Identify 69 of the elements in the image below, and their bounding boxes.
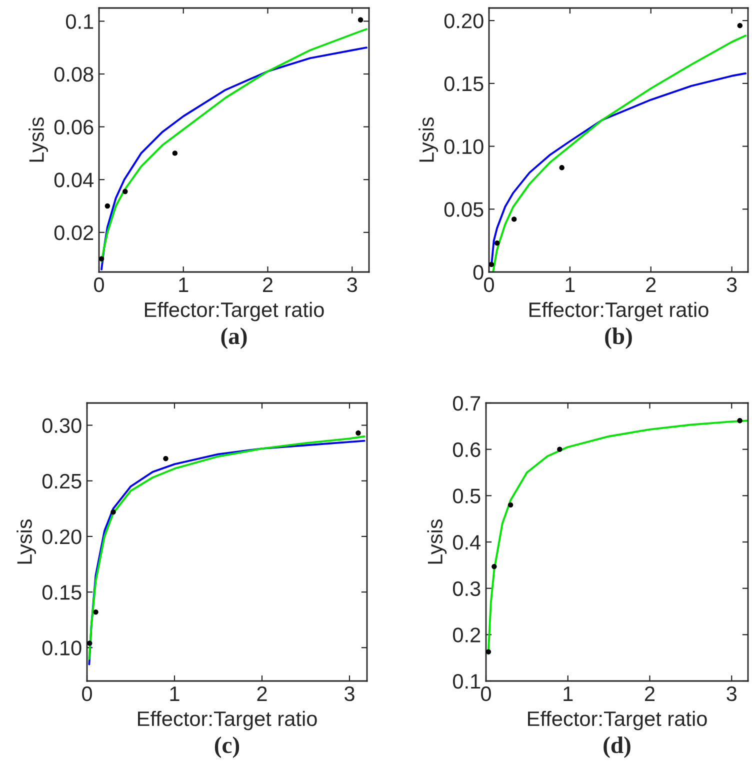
x-tick-label: 3	[726, 277, 737, 292]
point	[163, 456, 168, 462]
x-tick-label: 1	[566, 278, 575, 292]
y-tick-label: 0.02	[54, 225, 94, 240]
point	[486, 649, 492, 654]
y-tick-label: 0.1	[452, 674, 480, 689]
point	[492, 564, 497, 570]
x-tick-label: 3	[344, 686, 354, 702]
point	[489, 262, 494, 268]
x-tick-label: 2	[257, 686, 267, 701]
y-tick-label: 0.15	[444, 76, 484, 92]
x-tick-label: 1	[564, 686, 573, 701]
x-axis-title: Effector:Target ratio	[145, 302, 324, 322]
y-axis-title: Lysis	[28, 117, 48, 162]
y-tick-label: 0.1	[66, 14, 94, 29]
point	[737, 418, 742, 424]
point	[172, 150, 178, 156]
y-tick-label: 0.08	[54, 67, 94, 82]
point	[358, 17, 364, 22]
y-tick-label: 0.20	[444, 14, 484, 28]
x-tick-label: 0	[484, 277, 494, 292]
point	[87, 640, 92, 646]
y-tick-label: 0.7	[452, 396, 480, 411]
x-tick-label: 3	[726, 686, 737, 702]
x-tick-label: 3	[347, 277, 358, 292]
x-axis-title: Effector:Target ratio	[528, 710, 707, 730]
point	[557, 446, 562, 452]
y-tick-label: 0.04	[54, 172, 94, 188]
point	[122, 188, 128, 194]
point	[104, 203, 110, 209]
y-tick-label: 0.5	[452, 488, 480, 504]
y-tick-label: 0.25	[42, 474, 82, 489]
y-axis-title: Lysis	[16, 519, 36, 564]
y-axis-title: Lysis	[427, 519, 447, 564]
y-tick-label: 0.05	[444, 202, 484, 217]
y-tick-label: 0.3	[452, 581, 480, 596]
x-tick-label: 2	[263, 277, 272, 292]
y-tick-label: 0.6	[452, 442, 480, 458]
y-tick-label: 0.2	[452, 628, 480, 642]
y-tick-label: 0.4	[452, 535, 481, 550]
text: (b)	[605, 328, 632, 349]
y-tick-label: 0.30	[42, 418, 82, 433]
point	[93, 609, 98, 615]
x-axis-title: Effector:Target ratio	[530, 302, 708, 322]
point	[508, 502, 514, 508]
point	[494, 240, 500, 246]
y-tick-label: 0.06	[54, 120, 94, 135]
y-tick-label: 0.15	[42, 585, 82, 600]
x-axis-title: Effector:Target ratio	[138, 710, 317, 730]
y-axis-title: Lysis	[418, 117, 438, 162]
x-tick-label: 1	[179, 278, 188, 292]
point	[356, 430, 361, 436]
point	[110, 509, 116, 515]
y-tick-label: 0	[473, 265, 484, 280]
y-tick-label: 0.10	[444, 139, 484, 154]
text: (a)	[221, 328, 247, 349]
point	[511, 216, 517, 222]
text: (c)	[214, 736, 240, 758]
line-series	[492, 34, 747, 272]
x-tick-label: 1	[170, 686, 180, 701]
x-tick-label: 2	[645, 686, 654, 701]
x-tick-label: 0	[94, 277, 104, 292]
point	[559, 165, 564, 170]
x-tick-label: 2	[646, 277, 656, 292]
y-tick-label: 0.10	[42, 640, 82, 656]
point	[737, 23, 743, 28]
text: (d)	[604, 736, 630, 758]
point	[99, 256, 104, 262]
y-tick-label: 0.20	[42, 529, 82, 544]
